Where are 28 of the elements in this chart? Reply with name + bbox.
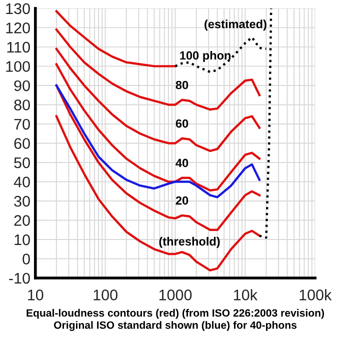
y-tick-label: -10 xyxy=(9,272,30,284)
x-tick-label: 100k xyxy=(300,289,332,300)
y-tick-label: 110 xyxy=(7,42,30,53)
y-tick-label: 120 xyxy=(6,22,30,34)
y-tick-label: 10 xyxy=(14,234,30,246)
y-tick-label: 130 xyxy=(6,3,30,14)
x-tick-label: 100 xyxy=(94,290,118,300)
x-tick-label: 10 xyxy=(28,290,44,300)
x-tick-label: 10k xyxy=(234,289,258,300)
series-label: (threshold) xyxy=(159,236,220,248)
series-label: 20 xyxy=(176,196,188,205)
y-tick-label: 90 xyxy=(14,80,30,92)
series-label: 60 xyxy=(176,119,188,128)
y-tick-label: 80 xyxy=(14,100,30,110)
series-label: 80 xyxy=(176,80,188,90)
y-tick-label: 0 xyxy=(22,254,30,264)
y-tick-label: 20 xyxy=(14,215,30,226)
x-tick-label: 1000 xyxy=(159,290,192,300)
y-tick-label: 40 xyxy=(14,176,30,188)
series-label: (estimated) xyxy=(204,20,266,31)
y-tick-label: 70 xyxy=(14,118,30,130)
y-tick-label: 30 xyxy=(14,196,30,207)
series-label: 40 xyxy=(176,158,188,168)
y-tick-label: 50 xyxy=(14,157,30,168)
y-tick-label: 60 xyxy=(14,138,30,149)
series-label: 100 phon xyxy=(180,50,230,62)
x-axis-title: Equal-loudness contours (red) (from ISO 226:2003 revision) Original ISO standard shown (blue) for 40-phons xyxy=(26,308,324,331)
y-tick-label: 100 xyxy=(6,61,30,72)
